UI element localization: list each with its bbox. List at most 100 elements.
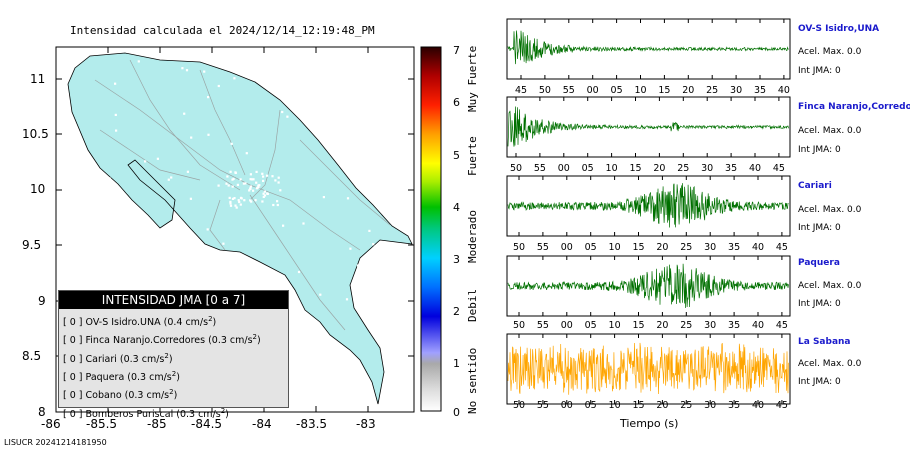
settlement-dot	[266, 192, 269, 195]
settlement-dot	[281, 110, 284, 114]
settlement-dot	[167, 178, 170, 181]
settlement-dot	[229, 204, 233, 207]
settlement-dot	[203, 70, 206, 73]
trace-tick-label: 20	[656, 400, 669, 411]
settlement-dot	[232, 177, 235, 180]
station-jma: Int JMA: 0	[798, 145, 841, 155]
settlement-dot	[217, 84, 220, 88]
trace-tick-label: 25	[680, 400, 693, 411]
colorbar-tick: 5	[453, 149, 460, 162]
legend-item: [ 0 ] OV-S Isidro.UNA (0.4 cm/s2)	[63, 315, 217, 329]
colorbar-tick: 1	[453, 357, 460, 370]
waveform-trace	[507, 342, 789, 395]
settlement-dot	[276, 203, 279, 207]
waveform-trace	[507, 30, 789, 65]
settlement-dot	[272, 203, 275, 207]
settlement-dot	[156, 157, 159, 160]
settlement-dot	[115, 129, 118, 132]
trace-tick-label: 35	[725, 163, 738, 174]
trace-tick-label: 55	[536, 320, 549, 331]
settlement-dot	[181, 67, 184, 70]
trace-tick-label: 10	[608, 320, 621, 331]
trace-tick-label: 35	[728, 400, 741, 411]
settlement-dot	[330, 118, 333, 122]
settlement-dot	[144, 160, 147, 163]
settlement-dot	[279, 189, 282, 192]
trace-tick-label: 45	[775, 320, 788, 331]
settlement-dot	[263, 190, 266, 193]
y-tick-label: 10	[30, 182, 46, 196]
settlement-dot	[257, 186, 260, 189]
trace-tick-label: 55	[536, 242, 549, 253]
footer-id: LISUCR 20241214181950	[4, 438, 107, 447]
settlement-dot	[262, 179, 265, 182]
trace-tick-label: 15	[632, 242, 645, 253]
colorbar-tick: 2	[453, 305, 460, 318]
settlement-dot	[231, 185, 234, 188]
settlement-dot	[105, 181, 108, 184]
settlement-dot	[156, 267, 159, 270]
trace-tick-label: 00	[560, 320, 573, 331]
trace-tick-label: 20	[656, 242, 669, 253]
station-accel: Acel. Max. 0.0	[798, 126, 862, 136]
settlement-dot	[186, 170, 189, 173]
settlement-dot	[262, 175, 265, 178]
settlement-dot	[226, 175, 229, 178]
trace-tick-label: 55	[533, 163, 546, 174]
trace-tick-label: 25	[706, 85, 719, 96]
station-jma: Int JMA: 0	[798, 66, 841, 76]
settlement-dot	[100, 188, 103, 191]
settlement-dot	[227, 184, 230, 187]
legend-title: INTENSIDAD JMA [0 a 7]	[59, 291, 288, 309]
trace-tick-label: 35	[728, 320, 741, 331]
station-name: Paquera	[798, 258, 840, 268]
settlement-dot	[250, 178, 254, 181]
settlement-dot	[148, 234, 151, 237]
station-accel: Acel. Max. 0.0	[798, 205, 862, 215]
trace-tick-label: 05	[610, 85, 623, 96]
settlement-dot	[368, 261, 372, 264]
time-axis-title: Tiempo (s)	[620, 417, 679, 430]
settlement-dot	[234, 171, 237, 174]
trace-tick-label: 50	[512, 320, 526, 331]
trace-tick-label: 00	[586, 85, 599, 96]
trace-tick-label: 10	[634, 85, 647, 96]
settlement-dot	[319, 105, 322, 108]
intensity-colorbar	[420, 46, 442, 412]
settlement-dot	[258, 184, 261, 187]
trace-tick-label: 50	[538, 85, 551, 96]
settlement-dot	[356, 264, 360, 267]
colorbar-tick: 4	[453, 201, 460, 214]
trace-tick-label: 10	[608, 400, 621, 411]
settlement-dot	[114, 82, 117, 85]
settlement-dot	[237, 199, 240, 202]
settlement-dot	[239, 203, 242, 206]
settlement-dot	[254, 199, 257, 202]
waveform-trace	[507, 106, 789, 147]
settlement-dot	[170, 253, 173, 256]
trace-tick-label: 05	[581, 163, 594, 174]
settlement-dot	[233, 77, 236, 80]
settlement-dot	[286, 115, 289, 118]
legend-item: [ 0 ] Cobano (0.3 cm/s2)	[63, 388, 178, 402]
settlement-dot	[228, 196, 231, 199]
settlement-dot	[349, 247, 352, 250]
settlement-dot	[242, 182, 245, 185]
trace-tick-label: 15	[629, 163, 642, 174]
trace-tick-label: 30	[701, 163, 714, 174]
settlement-dot	[252, 189, 255, 192]
settlement-dot	[245, 152, 248, 155]
settlement-dot	[239, 178, 242, 181]
settlement-dot	[255, 187, 258, 190]
settlement-dot	[347, 372, 350, 375]
settlement-dot	[98, 258, 101, 261]
settlement-dot	[249, 199, 252, 202]
settlement-dot	[255, 181, 258, 184]
settlement-dot	[265, 174, 269, 177]
settlement-dot	[297, 270, 301, 274]
trace-tick-label: 55	[536, 400, 549, 411]
settlement-dot	[231, 197, 235, 200]
settlement-dot	[248, 189, 251, 192]
y-tick-label: 9.5	[22, 238, 42, 252]
